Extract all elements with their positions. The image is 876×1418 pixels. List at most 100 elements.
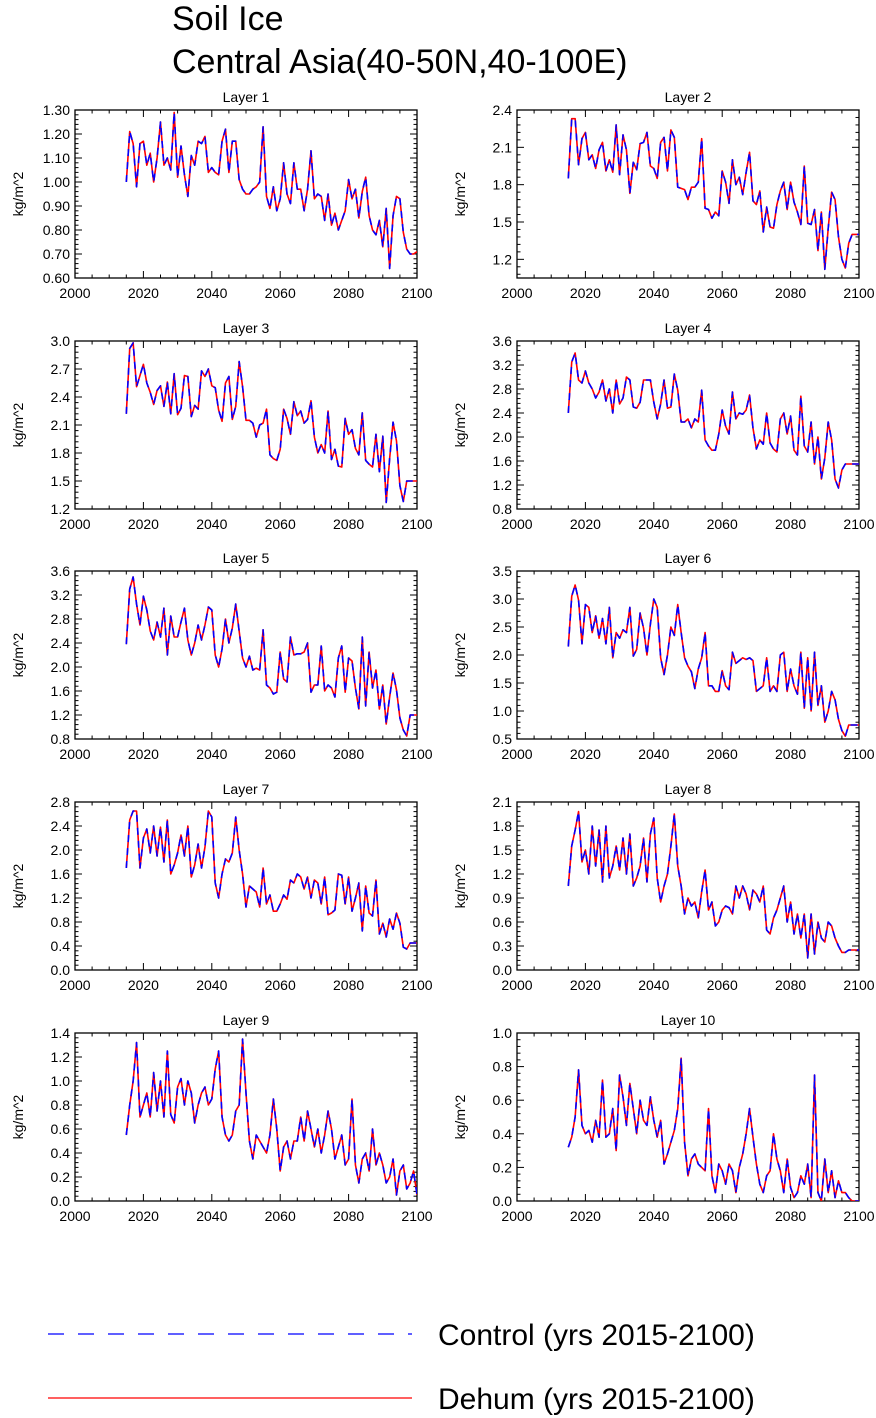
y-tick-label: 3.0 [493, 591, 513, 607]
panel-title: Layer 6 [665, 550, 712, 566]
x-tick-label: 2000 [59, 977, 90, 993]
y-tick-label: 1.6 [493, 453, 513, 469]
series-control-line [125, 810, 417, 950]
y-tick-label: 1.5 [493, 842, 513, 858]
y-tick-label: 0.8 [51, 1097, 71, 1113]
x-tick-label: 2060 [707, 746, 738, 762]
x-tick-label: 2040 [638, 516, 669, 532]
y-tick-label: 0.4 [493, 1126, 513, 1142]
y-tick-label: 1.6 [51, 683, 71, 699]
panel-title: Layer 1 [223, 89, 270, 105]
plot-frame [74, 1032, 418, 1202]
panel-title: Layer 10 [661, 1012, 716, 1028]
panel-title: Layer 4 [665, 320, 712, 336]
y-tick-label: 1.8 [493, 818, 513, 834]
x-tick-label: 2060 [265, 746, 296, 762]
x-tick-label: 2020 [570, 285, 601, 301]
y-tick-label: 2.5 [493, 619, 513, 635]
y-tick-label: 0.6 [493, 914, 513, 930]
y-tick-label: 2.8 [51, 611, 71, 627]
chart-panel-layer-5: Layer 5 2000 2020 2040 2060 2080 2100 0.8 1.2 1.6… [10, 550, 433, 762]
y-tick-label: 1.2 [51, 1049, 71, 1065]
series-dehum-line [567, 810, 859, 959]
y-tick-label: 2.0 [51, 659, 71, 675]
x-tick-label: 2060 [707, 516, 738, 532]
chart-panel-layer-3: Layer 3 2000 2020 2040 2060 2080 2100 1.2 1.5 1.8… [10, 320, 433, 532]
y-tick-label: 2.7 [51, 361, 71, 377]
x-tick-label: 2100 [843, 977, 874, 993]
y-tick-label: 2.8 [493, 381, 513, 397]
y-tick-label: 1.6 [51, 866, 71, 882]
y-tick-label: 2.4 [51, 635, 71, 651]
x-tick-label: 2020 [570, 746, 601, 762]
y-axis-label: kg/m^2 [452, 171, 468, 216]
x-tick-label: 2060 [707, 977, 738, 993]
y-tick-label: 3.2 [493, 357, 513, 373]
x-tick-label: 2060 [265, 1208, 296, 1224]
x-tick-label: 2100 [843, 516, 874, 532]
y-tick-label: 0.90 [43, 198, 70, 214]
chart-panels: Layer 1 2000 2020 2040 2060 2080 2100 0.60 0.70 0… [10, 89, 875, 1224]
y-tick-label: 1.2 [493, 477, 513, 493]
y-tick-label: 3.2 [51, 587, 71, 603]
figure-title-line1: Soil Ice [172, 0, 284, 38]
x-tick-label: 2020 [128, 746, 159, 762]
y-tick-label: 0.0 [493, 962, 513, 978]
y-axis-label: kg/m^2 [10, 402, 26, 447]
y-tick-label: 2.4 [51, 389, 71, 405]
y-tick-label: 1.2 [51, 890, 71, 906]
x-tick-label: 2060 [265, 516, 296, 532]
plot-frame [516, 570, 860, 740]
y-tick-label: 1.4 [51, 1025, 71, 1041]
x-tick-label: 2080 [775, 977, 806, 993]
panel-title: Layer 7 [223, 781, 270, 797]
y-axis-label: kg/m^2 [10, 863, 26, 908]
y-tick-label: 3.5 [493, 563, 513, 579]
y-tick-label: 2.1 [493, 794, 513, 810]
x-tick-label: 2080 [775, 285, 806, 301]
x-tick-label: 2040 [638, 1208, 669, 1224]
y-axis-label: kg/m^2 [452, 863, 468, 908]
series-control-line [567, 810, 859, 959]
x-tick-label: 2000 [59, 1208, 90, 1224]
y-tick-label: 1.30 [43, 102, 70, 118]
x-tick-label: 2040 [196, 516, 227, 532]
x-tick-label: 2000 [501, 977, 532, 993]
y-tick-label: 1.8 [493, 177, 513, 193]
series-dehum-line [567, 352, 859, 489]
series-control-line [567, 117, 859, 271]
y-axis-label: kg/m^2 [452, 632, 468, 677]
y-tick-label: 2.0 [493, 429, 513, 445]
y-tick-label: 1.0 [493, 1025, 513, 1041]
x-tick-label: 2080 [775, 516, 806, 532]
y-tick-label: 1.10 [43, 150, 70, 166]
y-tick-label: 0.4 [51, 1145, 71, 1161]
y-tick-label: 0.6 [493, 1092, 513, 1108]
x-tick-label: 2040 [196, 746, 227, 762]
series-dehum-line [567, 117, 859, 271]
y-tick-label: 1.2 [51, 501, 71, 517]
y-tick-label: 0.8 [493, 501, 513, 517]
panel-title: Layer 3 [223, 320, 270, 336]
y-tick-label: 2.4 [51, 818, 71, 834]
x-tick-label: 2020 [128, 516, 159, 532]
plot-frame [516, 340, 860, 510]
x-tick-label: 2000 [501, 1208, 532, 1224]
x-tick-label: 2100 [843, 1208, 874, 1224]
y-tick-label: 1.5 [493, 214, 513, 230]
y-axis-label: kg/m^2 [10, 1094, 26, 1139]
x-tick-label: 2060 [265, 285, 296, 301]
x-tick-label: 2000 [59, 516, 90, 532]
chart-panel-layer-4: Layer 4 2000 2020 2040 2060 2080 2100 0.8 1.2 1.6… [452, 320, 875, 532]
chart-panel-layer-8: Layer 8 2000 2020 2040 2060 2080 2100 0.0 0.3 0.6… [452, 781, 875, 993]
y-tick-label: 1.2 [493, 251, 513, 267]
legend-label-control: Control (yrs 2015-2100) [438, 1319, 755, 1352]
plot-frame [74, 340, 418, 510]
y-tick-label: 0.0 [493, 1193, 513, 1209]
x-tick-label: 2020 [570, 977, 601, 993]
y-tick-label: 0.80 [43, 222, 70, 238]
y-tick-label: 0.3 [493, 938, 513, 954]
y-tick-label: 1.5 [51, 473, 71, 489]
chart-panel-layer-9: Layer 9 2000 2020 2040 2060 2080 2100 0.0 0.2 0.4… [10, 1012, 433, 1224]
y-tick-label: 0.0 [51, 1193, 71, 1209]
